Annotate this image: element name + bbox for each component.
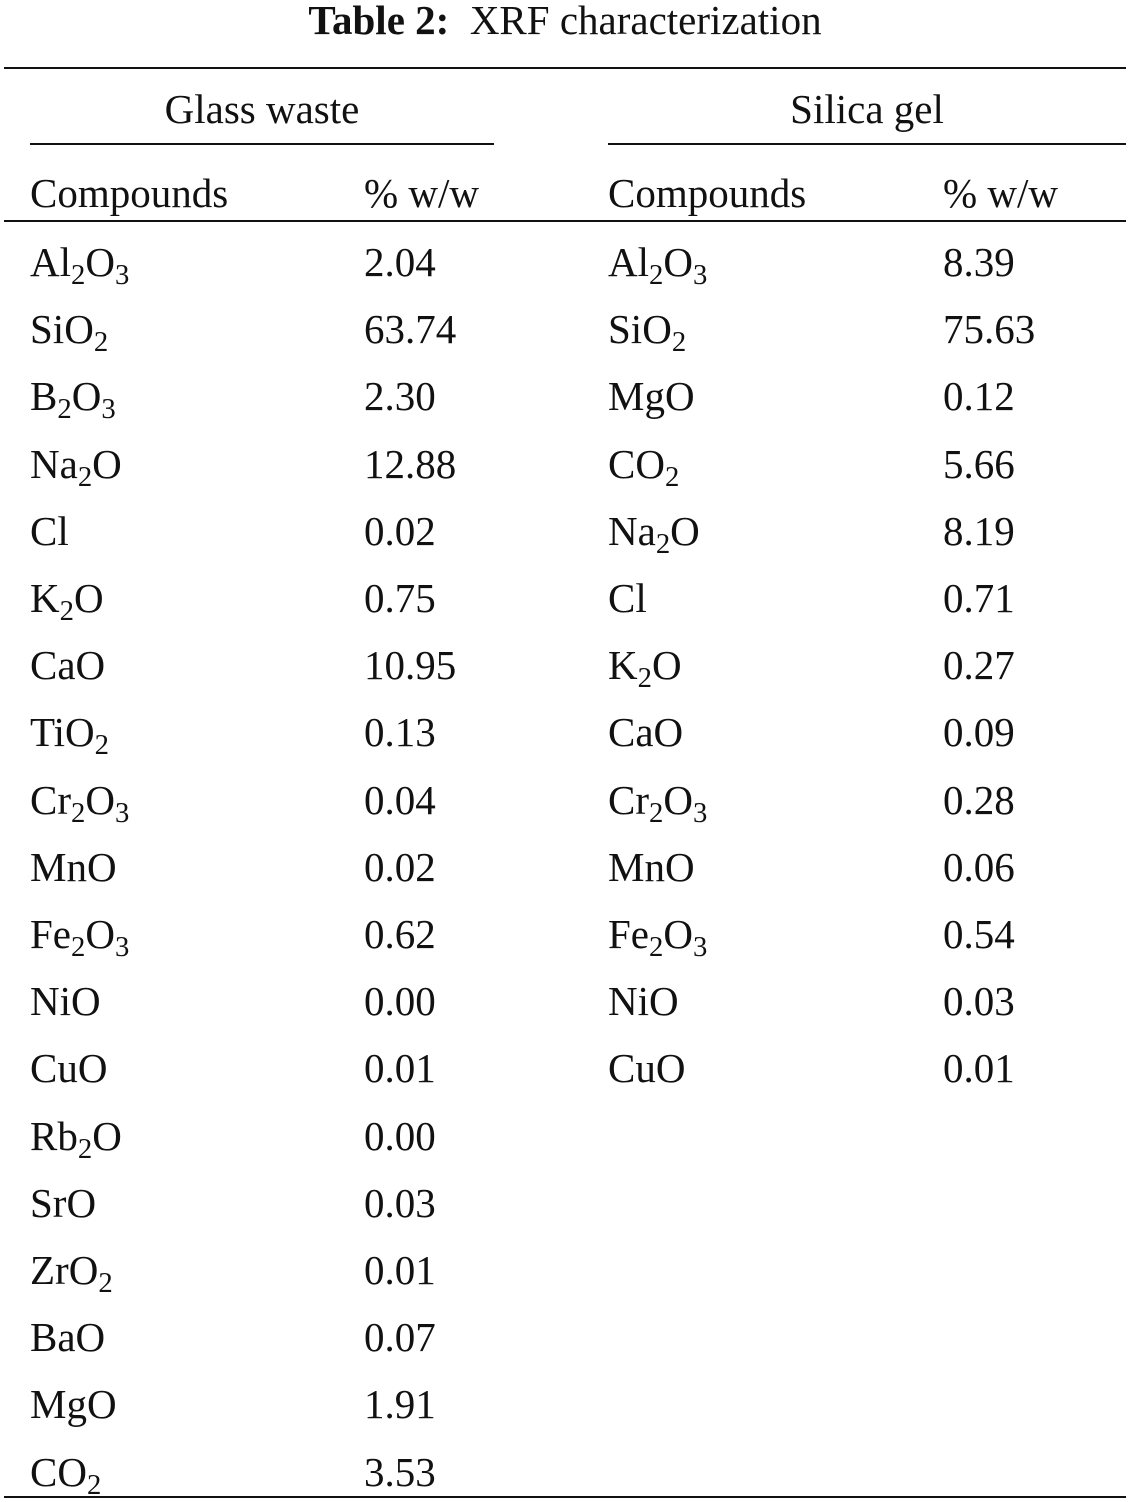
value-cell: 0.02: [364, 508, 436, 554]
column-header-value-silica: % w/w: [943, 170, 1059, 216]
value-cell: 75.63: [943, 306, 1036, 352]
compound-cell: SiO2: [608, 306, 687, 359]
group-header-silica-gel: Silica gel: [790, 86, 944, 132]
compound-cell: ZrO2: [30, 1247, 113, 1300]
compound-cell: SrO: [30, 1180, 97, 1226]
table-bottom-rule: [4, 1496, 1126, 1498]
value-cell: 8.19: [943, 508, 1015, 554]
table-top-rule: [4, 67, 1126, 69]
value-cell: 0.00: [364, 1113, 436, 1159]
compound-cell: CuO: [608, 1045, 686, 1091]
value-cell: 12.88: [364, 441, 457, 487]
value-cell: 10.95: [364, 642, 457, 688]
value-cell: 2.30: [364, 373, 436, 419]
compound-cell: Cl: [608, 575, 647, 621]
value-cell: 0.28: [943, 777, 1015, 823]
value-cell: 5.66: [943, 441, 1015, 487]
value-cell: 0.01: [943, 1045, 1015, 1091]
compound-cell: Na2O: [30, 441, 122, 494]
compound-cell: MgO: [608, 373, 695, 419]
value-cell: 0.06: [943, 844, 1015, 890]
compound-cell: K2O: [608, 642, 682, 695]
compound-cell: CaO: [30, 642, 106, 688]
value-cell: 0.01: [364, 1247, 436, 1293]
value-cell: 0.12: [943, 373, 1015, 419]
compound-cell: K2O: [30, 575, 104, 628]
column-header-compounds-glass: Compounds: [30, 170, 229, 216]
column-header-compounds-silica: Compounds: [608, 170, 807, 216]
compound-cell: BaO: [30, 1314, 106, 1360]
group-header-glass-waste: Glass waste: [164, 86, 360, 132]
compound-cell: Al2O3: [30, 239, 130, 292]
value-cell: 0.07: [364, 1314, 436, 1360]
column-header-value-glass: % w/w: [364, 170, 480, 216]
value-cell: 0.04: [364, 777, 436, 823]
value-cell: 0.09: [943, 709, 1015, 755]
value-cell: 2.04: [364, 239, 436, 285]
table-caption: Table 2: XRF characterization: [0, 0, 1130, 42]
value-cell: 0.03: [364, 1180, 436, 1226]
compound-cell: Al2O3: [608, 239, 708, 292]
table-label: Table 2:: [308, 0, 450, 43]
compound-cell: CO2: [608, 441, 680, 494]
compound-cell: SiO2: [30, 306, 109, 359]
value-cell: 63.74: [364, 306, 457, 352]
header-rule: [4, 220, 1126, 222]
compound-cell: CaO: [608, 709, 684, 755]
value-cell: 3.53: [364, 1449, 436, 1495]
compound-cell: MnO: [30, 844, 117, 890]
compound-cell: NiO: [30, 978, 101, 1024]
value-cell: 0.75: [364, 575, 436, 621]
compound-cell: Rb2O: [30, 1113, 122, 1166]
value-cell: 1.91: [364, 1381, 436, 1427]
compound-cell: MgO: [30, 1381, 117, 1427]
compound-cell: Na2O: [608, 508, 700, 561]
value-cell: 0.00: [364, 978, 436, 1024]
value-cell: 0.01: [364, 1045, 436, 1091]
value-cell: 8.39: [943, 239, 1015, 285]
value-cell: 0.27: [943, 642, 1015, 688]
compound-cell: CuO: [30, 1045, 108, 1091]
value-cell: 0.02: [364, 844, 436, 890]
value-cell: 0.03: [943, 978, 1015, 1024]
group-rule-silica-gel: [608, 143, 1126, 145]
group-rule-glass-waste: [30, 143, 494, 145]
value-cell: 0.62: [364, 911, 436, 957]
compound-cell: Cr2O3: [30, 777, 130, 830]
table-title: XRF characterization: [469, 0, 822, 43]
compound-cell: Cl: [30, 508, 69, 554]
compound-cell: MnO: [608, 844, 695, 890]
compound-cell: Fe2O3: [30, 911, 130, 964]
compound-cell: NiO: [608, 978, 679, 1024]
value-cell: 0.54: [943, 911, 1015, 957]
compound-cell: Cr2O3: [608, 777, 708, 830]
value-cell: 0.71: [943, 575, 1015, 621]
compound-cell: Fe2O3: [608, 911, 708, 964]
compound-cell: CO2: [30, 1449, 102, 1502]
value-cell: 0.13: [364, 709, 436, 755]
compound-cell: B2O3: [30, 373, 116, 426]
compound-cell: TiO2: [30, 709, 109, 762]
